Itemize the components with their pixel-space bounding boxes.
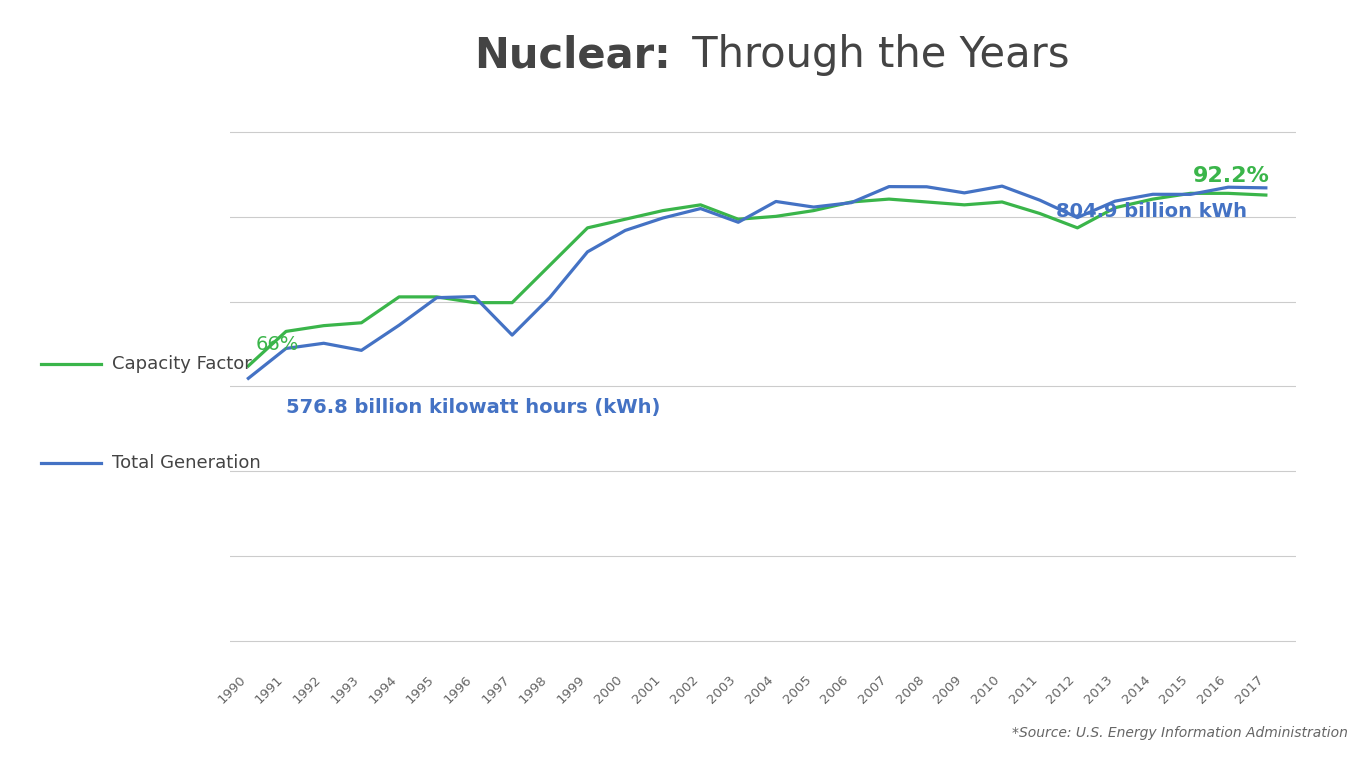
Text: Nuclear:: Nuclear:	[474, 34, 671, 76]
Text: *Source: U.S. Energy Information Administration: *Source: U.S. Energy Information Adminis…	[1012, 726, 1349, 740]
Text: Through the Years: Through the Years	[679, 34, 1069, 76]
Text: 576.8 billion kilowatt hours (kWh): 576.8 billion kilowatt hours (kWh)	[286, 398, 660, 417]
Text: Capacity Factor: Capacity Factor	[112, 355, 252, 373]
Text: 804.9 billion kWh: 804.9 billion kWh	[1056, 202, 1247, 221]
Text: 92.2%: 92.2%	[1193, 166, 1269, 187]
Text: 66%: 66%	[256, 335, 300, 354]
Text: Total Generation: Total Generation	[112, 454, 261, 472]
